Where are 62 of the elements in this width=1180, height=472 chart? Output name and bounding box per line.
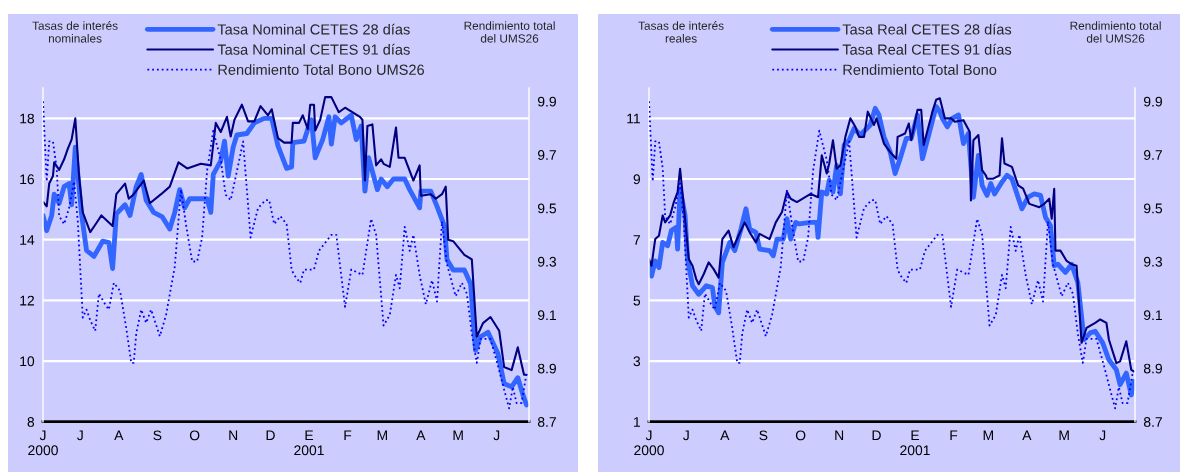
x-tick-label: J <box>683 430 689 441</box>
x-tick-label: M <box>377 430 387 441</box>
x-tick-label: A <box>720 430 730 441</box>
y-tick-label: 12 <box>20 295 34 306</box>
y-tick-label: 10 <box>20 356 35 367</box>
x-tick-label: D <box>872 430 881 441</box>
x-tick-label: D <box>266 430 275 441</box>
y-tick-label: 16 <box>20 174 35 185</box>
y2-tick-label: 9.5 <box>1143 203 1163 214</box>
y2-tick-label: 8.9 <box>537 363 556 374</box>
x-tick-label: S <box>153 430 162 441</box>
x-tick-label: O <box>795 430 806 441</box>
y2-tick-label: 8.9 <box>1143 363 1162 374</box>
x-tick-label: N <box>229 430 238 441</box>
y2-tick-label: 9.1 <box>537 310 556 321</box>
y-tick-label: 8 <box>27 417 35 427</box>
x-tick-label: J <box>493 430 500 441</box>
x-tick-label: S <box>759 430 768 441</box>
y-tick-label: 9 <box>633 174 641 185</box>
x-tick-label: E 2001 <box>900 430 930 456</box>
y-axis-title: Tasas de interés reales <box>638 21 724 43</box>
y-tick-label: 3 <box>633 356 641 367</box>
x-tick-label: M <box>1059 430 1069 441</box>
y-tick-label: 1 <box>634 417 640 427</box>
x-tick-label: A <box>114 430 124 441</box>
x-tick-label: J <box>1099 430 1106 441</box>
y2-tick-label: 9.3 <box>1143 256 1163 267</box>
y2-tick-label: 9.9 <box>537 96 556 107</box>
x-tick-label: F <box>950 430 958 441</box>
x-tick-label: A <box>416 430 426 441</box>
legend-label: Tasa Real CETES 91 días <box>842 43 1012 55</box>
y2-tick-label: 8.7 <box>1143 417 1162 427</box>
legend-label: Tasa Real CETES 28 días <box>842 23 1012 35</box>
y2-axis-title: Rendimiento total del UMS26 <box>464 21 555 43</box>
x-tick-label: J 2000 <box>634 430 664 456</box>
y-tick-label: 18 <box>20 113 35 124</box>
x-tick-label: N <box>835 430 844 441</box>
y2-tick-label: 9.5 <box>537 203 557 214</box>
x-tick-label: E 2001 <box>294 430 324 456</box>
x-tick-label: A <box>1022 430 1032 441</box>
y-tick-label: 5 <box>633 295 641 306</box>
legend-label: Tasa Nominal CETES 91 días <box>217 43 410 55</box>
x-tick-label: F <box>344 430 352 441</box>
y2-tick-label: 9.9 <box>1143 96 1162 107</box>
x-tick-label: M <box>453 430 463 441</box>
legend-label: Rendimiento Total Bono UMS26 <box>218 64 424 75</box>
legend-label: Tasa Nominal CETES 28 días <box>217 23 410 35</box>
y2-tick-label: 9.7 <box>1143 150 1162 160</box>
x-tick-label: O <box>189 430 200 441</box>
y2-tick-label: 9.1 <box>1143 310 1162 321</box>
y-tick-label: 7 <box>633 235 640 245</box>
y2-axis-title: Rendimiento total del UMS26 <box>1070 21 1161 43</box>
y-axis-title: Tasas de interés nominales <box>32 21 118 43</box>
y-tick-label: 14 <box>20 235 35 245</box>
x-tick-label: J 2000 <box>28 430 58 456</box>
legend-label: Rendimiento Total Bono <box>843 64 997 75</box>
x-tick-label: M <box>983 430 993 441</box>
y2-tick-label: 9.3 <box>537 256 557 267</box>
y2-tick-label: 8.7 <box>537 417 556 427</box>
y-tick-label: 11 <box>627 113 640 124</box>
y2-tick-label: 9.7 <box>537 150 556 160</box>
x-tick-label: J <box>77 430 83 441</box>
